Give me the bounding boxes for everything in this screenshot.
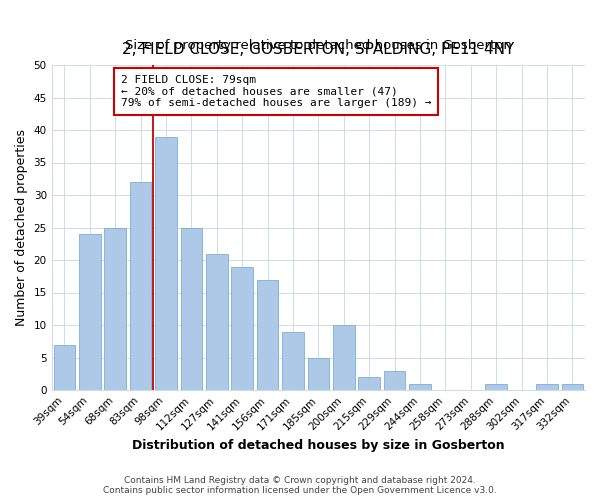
Bar [308,358,329,390]
X-axis label: Distribution of detached houses by size in Gosberton: Distribution of detached houses by size … [132,438,505,452]
Bar [206,254,227,390]
Text: Contains HM Land Registry data © Crown copyright and database right 2024.
Contai: Contains HM Land Registry data © Crown c… [103,476,497,495]
Bar [536,384,557,390]
Bar [104,228,126,390]
Y-axis label: Number of detached properties: Number of detached properties [15,129,28,326]
Bar [155,136,177,390]
Bar [257,280,278,390]
Bar [181,228,202,390]
Bar [384,370,406,390]
Text: 2 FIELD CLOSE: 79sqm
← 20% of detached houses are smaller (47)
79% of semi-detac: 2 FIELD CLOSE: 79sqm ← 20% of detached h… [121,74,431,108]
Bar [79,234,101,390]
Bar [485,384,507,390]
Bar [53,344,75,390]
Bar [358,377,380,390]
Bar [409,384,431,390]
Bar [232,266,253,390]
Bar [562,384,583,390]
Text: Size of property relative to detached houses in Gosberton: Size of property relative to detached ho… [125,39,512,52]
Bar [282,332,304,390]
Title: 2, FIELD CLOSE, GOSBERTON, SPALDING, PE11 4NY: 2, FIELD CLOSE, GOSBERTON, SPALDING, PE1… [122,42,514,57]
Bar [333,325,355,390]
Bar [130,182,151,390]
